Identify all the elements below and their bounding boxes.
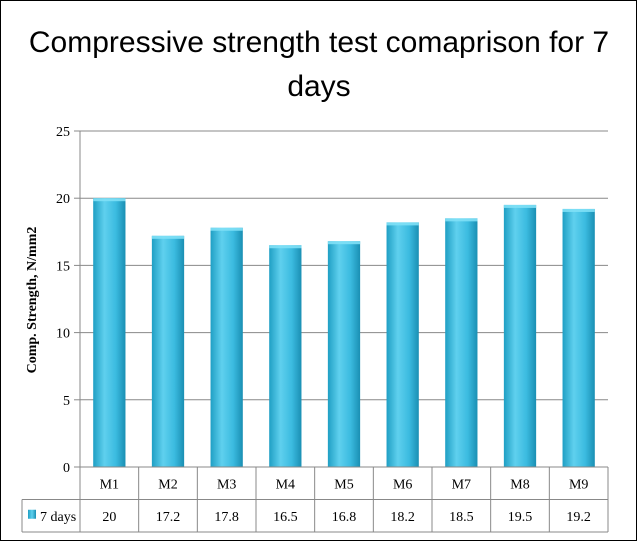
y-axis-label: Comp. Strength, N/mm2 xyxy=(25,227,40,374)
bars xyxy=(93,198,595,468)
x-tick-label-M2: M2 xyxy=(158,477,177,492)
bar-M5 xyxy=(327,241,361,467)
bar-top-M2 xyxy=(151,235,185,239)
bar-group-M1 xyxy=(93,198,126,467)
y-tick-label-5: 5 xyxy=(63,394,70,409)
x-tick-label-M5: M5 xyxy=(334,477,353,492)
bar-M4 xyxy=(269,245,302,467)
bar-M1 xyxy=(93,198,126,467)
data-label-M4: 16.5 xyxy=(273,510,298,525)
chart-title-line-2: days xyxy=(287,70,350,103)
bar-top-M3 xyxy=(210,227,243,231)
bar-group-M4 xyxy=(269,245,302,467)
bar-group-M3 xyxy=(210,227,243,467)
data-label-M7: 18.5 xyxy=(449,510,474,525)
legend-label: 7 days xyxy=(40,510,76,525)
y-tick-label-10: 10 xyxy=(56,327,70,342)
x-tick-label-M1: M1 xyxy=(100,477,119,492)
y-tick-label-0: 0 xyxy=(63,461,70,476)
bar-M7 xyxy=(445,218,478,467)
x-tick-label-M8: M8 xyxy=(510,477,529,492)
data-label-M8: 19.5 xyxy=(508,510,533,525)
x-tick-label-M3: M3 xyxy=(217,477,236,492)
bar-M3 xyxy=(210,227,243,467)
x-tick-label-M7: M7 xyxy=(452,477,471,492)
data-label-M1: 20 xyxy=(102,510,116,525)
bar-top-M6 xyxy=(386,222,419,226)
bar-M6 xyxy=(386,222,419,467)
bar-group-M9 xyxy=(562,208,595,467)
y-axis-ticks: 0 5 10 15 20 25 xyxy=(56,125,81,476)
y-axis-label-group: Comp. Strength, N/mm2 xyxy=(25,227,40,374)
x-tick-label-M6: M6 xyxy=(393,477,412,492)
bar-M2 xyxy=(151,235,185,467)
bar-top-M5 xyxy=(327,241,361,245)
y-tick-label-15: 15 xyxy=(56,259,70,274)
x-tick-label-M9: M9 xyxy=(569,477,588,492)
x-tick-label-M4: M4 xyxy=(276,477,295,492)
bar-top-M9 xyxy=(562,208,595,212)
bar-group-M6 xyxy=(386,222,419,467)
bar-top-M8 xyxy=(503,204,537,208)
bar-group-M8 xyxy=(503,204,537,468)
bar-group-M7 xyxy=(445,218,478,467)
bar-top-M1 xyxy=(93,198,126,202)
bar-M8 xyxy=(503,204,537,468)
chart-title: Compressive strength test comaprison for… xyxy=(29,26,609,103)
bar-group-M2 xyxy=(151,235,185,467)
bar-top-M4 xyxy=(269,245,302,249)
y-tick-label-25: 25 xyxy=(56,125,70,140)
bar-M9 xyxy=(562,208,595,467)
chart-title-line-1: Compressive strength test comaprison for… xyxy=(29,26,609,59)
data-label-M2: 17.2 xyxy=(156,510,181,525)
bar-group-M5 xyxy=(327,241,361,467)
legend-swatch xyxy=(28,509,36,519)
data-label-M6: 18.2 xyxy=(390,510,415,525)
y-tick-label-20: 20 xyxy=(56,192,70,207)
bar-top-M7 xyxy=(445,218,478,222)
data-label-M9: 19.2 xyxy=(566,510,591,525)
data-table: M1 20 M2 17.2 M3 17.8 M4 16.5 M5 16.8 M6 18.2 M7 18.5… xyxy=(21,466,609,533)
data-label-M3: 17.8 xyxy=(214,510,239,525)
data-label-M5: 16.8 xyxy=(332,510,357,525)
